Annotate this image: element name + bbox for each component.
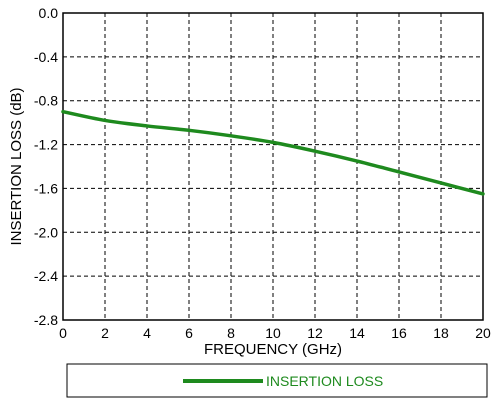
x-tick-label: 4 [143,325,151,341]
y-tick-label: -1.2 [34,137,58,153]
y-tick-label: -0.4 [34,49,58,65]
legend: INSERTION LOSS [66,363,488,398]
x-tick-label: 0 [59,325,67,341]
x-tick-label: 16 [391,325,407,341]
x-tick-label: 2 [101,325,109,341]
x-tick-label: 12 [307,325,323,341]
tick-labels: 0 2 4 6 8 10 12 14 16 18 20 0.0 -0.4 -0.8 -1.2 -1.6 -2.0… [34,5,491,341]
y-tick-label: -2.8 [34,312,58,328]
x-tick-label: 20 [475,325,491,341]
y-tick-label: -1.6 [34,180,58,196]
y-tick-label: 0.0 [39,5,59,21]
x-tick-label: 6 [185,325,193,341]
series-line-insertion-loss [61,109,485,196]
legend-label: INSERTION LOSS [266,373,383,389]
y-tick-label: -0.8 [34,93,58,109]
x-tick-label: 10 [265,325,281,341]
y-tick-label: -2.0 [34,224,58,240]
y-axis-title: INSERTION LOSS (dB) [8,87,25,245]
series-layer [61,109,485,196]
x-tick-label: 14 [349,325,365,341]
x-tick-label: 8 [227,325,235,341]
legend-box [66,363,488,398]
plot-area-frame [62,12,484,321]
grid-lines [63,13,483,320]
y-tick-label: -2.4 [34,268,58,284]
x-axis-title: FREQUENCY (GHz) [204,341,342,358]
x-tick-label: 18 [433,325,449,341]
